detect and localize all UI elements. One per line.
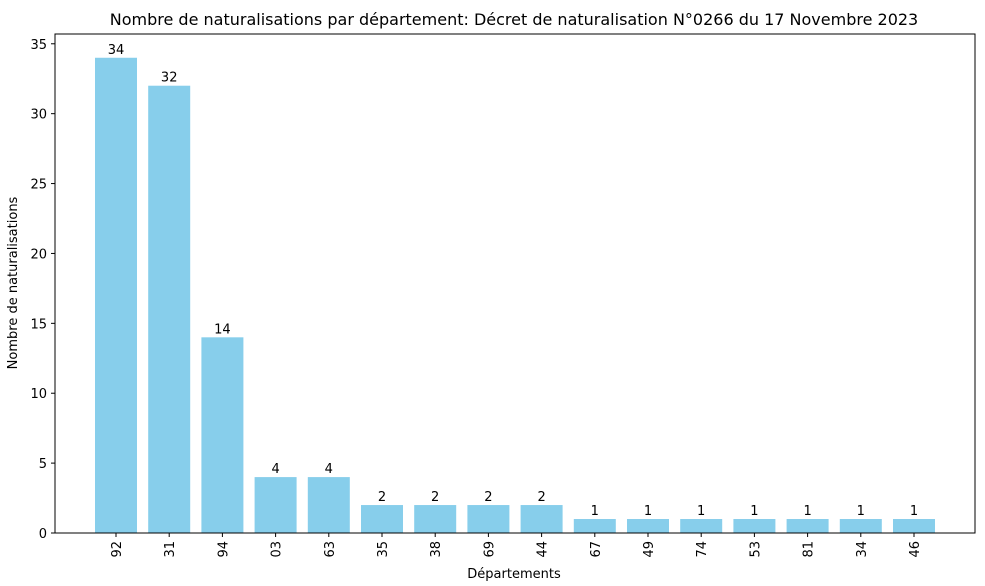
x-tick-label: 31 xyxy=(163,541,178,558)
bar-92 xyxy=(95,57,137,534)
x-tick-label: 49 xyxy=(642,541,657,558)
x-tick-label: 94 xyxy=(216,541,231,558)
bar-labels-group: 34 32 14 4 4 2 2 2 2 1 1 1 1 1 1 1 xyxy=(108,43,918,519)
bar-value-label: 4 xyxy=(325,462,333,477)
y-axis: 0 5 10 15 20 25 30 35 xyxy=(30,38,55,542)
bar-value-label: 2 xyxy=(431,490,439,505)
y-tick-label: 10 xyxy=(30,387,47,402)
y-tick-label: 30 xyxy=(30,108,47,123)
x-tick-label: 03 xyxy=(270,541,285,558)
plot-frame xyxy=(54,33,976,534)
x-tick-label: 46 xyxy=(908,541,923,558)
bar-46 xyxy=(893,519,935,533)
bar-31 xyxy=(148,85,191,533)
bar-74 xyxy=(680,519,723,533)
bar-94 xyxy=(201,337,244,533)
bar-value-label: 1 xyxy=(697,504,705,519)
bar-value-label: 1 xyxy=(591,504,599,519)
bar-53 xyxy=(733,519,776,533)
bar-69 xyxy=(467,505,510,533)
x-tick-label: 67 xyxy=(589,541,604,558)
x-tick-label: 74 xyxy=(695,541,710,558)
y-tick-label: 5 xyxy=(39,457,47,472)
x-tick-label: 38 xyxy=(429,541,444,558)
y-tick-label: 0 xyxy=(39,527,47,542)
bar-value-label: 32 xyxy=(161,71,178,86)
x-tick-label: 53 xyxy=(748,541,763,558)
bar-38 xyxy=(414,505,457,533)
y-axis-label: Nombre de naturalisations xyxy=(6,196,21,369)
bar-value-label: 1 xyxy=(750,504,758,519)
x-tick-label: 35 xyxy=(376,541,391,558)
x-tick-label: 92 xyxy=(110,541,125,558)
bar-value-label: 1 xyxy=(803,504,811,519)
bar-value-label: 2 xyxy=(378,490,386,505)
y-tick-label: 20 xyxy=(30,247,47,262)
x-axis: 92 31 94 03 63 35 38 69 44 67 49 74 53 81 34 46 xyxy=(110,533,923,558)
bar-34 xyxy=(839,519,882,533)
bar-03 xyxy=(254,477,297,533)
y-tick-label: 15 xyxy=(30,317,47,332)
bar-44 xyxy=(520,505,563,533)
bar-value-label: 4 xyxy=(271,462,279,477)
chart-title: Nombre de naturalisations par départemen… xyxy=(110,10,918,29)
bar-value-label: 2 xyxy=(484,490,492,505)
bar-value-label: 1 xyxy=(644,504,652,519)
bar-value-label: 1 xyxy=(910,504,918,519)
y-tick-label: 35 xyxy=(30,38,47,53)
bar-63 xyxy=(307,477,350,533)
bar-value-label: 34 xyxy=(108,43,125,58)
x-tick-label: 34 xyxy=(855,541,870,558)
bars-group xyxy=(95,57,935,534)
x-axis-label: Départements xyxy=(467,567,561,582)
bar-81 xyxy=(786,519,829,533)
bar-value-label: 2 xyxy=(537,490,545,505)
x-tick-label: 81 xyxy=(802,541,817,558)
bar-35 xyxy=(361,505,403,533)
bar-67 xyxy=(573,519,616,533)
bar-value-label: 14 xyxy=(214,322,231,337)
y-tick-label: 25 xyxy=(30,178,47,193)
x-tick-label: 63 xyxy=(323,541,338,558)
bar-49 xyxy=(627,519,669,533)
x-tick-label: 44 xyxy=(536,541,551,558)
bar-value-label: 1 xyxy=(857,504,865,519)
x-tick-label: 69 xyxy=(482,541,497,558)
